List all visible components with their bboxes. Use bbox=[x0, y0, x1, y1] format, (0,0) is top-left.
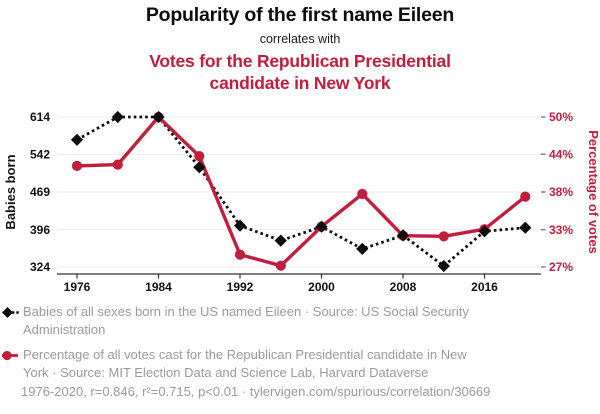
x-tick-label: 1976 bbox=[64, 280, 91, 294]
legend-eileen-line-2: Administration bbox=[23, 321, 106, 337]
right-axis-title: Percentage of votes bbox=[586, 130, 600, 254]
left-tick-label: 542 bbox=[30, 147, 50, 161]
legend-eileen-line-1: Babies of all sexes born in the US named… bbox=[23, 304, 469, 319]
correlates-with-label: correlates with bbox=[259, 32, 341, 46]
left-tick-label: 396 bbox=[30, 223, 50, 237]
x-tick-label: 2016 bbox=[471, 280, 498, 294]
left-tick-label: 469 bbox=[30, 185, 50, 199]
left-tick-label: 614 bbox=[30, 110, 50, 124]
right-tick-label: 27% bbox=[549, 260, 573, 274]
black-diamond-dashed-marker-icon bbox=[2, 306, 19, 318]
series-line-eileen bbox=[76, 115, 526, 268]
legend-item-votes: Percentage of all votes cast for the Rep… bbox=[2, 346, 596, 381]
stats-and-source-url: 1976-2020, r=0.846, r²=0.715, p<0.01 · t… bbox=[21, 384, 491, 399]
red-dot-solid-marker-icon bbox=[2, 350, 18, 360]
legend-item-eileen: Babies of all sexes born in the US named… bbox=[2, 303, 596, 338]
x-tick-label: 2008 bbox=[390, 280, 417, 294]
legend-text-votes: Percentage of all votes cast for the Rep… bbox=[23, 346, 467, 381]
subtitle-line-1: Votes for the Republican Presidential bbox=[149, 51, 451, 71]
left-axis-title: Babies born bbox=[3, 154, 18, 229]
page-title: Popularity of the first name Eileen bbox=[145, 4, 455, 26]
right-tick-label: 44% bbox=[549, 147, 573, 161]
x-tick-label: 2000 bbox=[308, 280, 335, 294]
right-tick-label: 50% bbox=[549, 110, 573, 124]
x-tick-label: 1984 bbox=[145, 280, 172, 294]
line-chart: 614 50% 542 44% 469 38% 396 33% 324 27% 1976 1984 19… bbox=[3, 110, 600, 294]
gridlines-and-axis-ticks: 614 50% 542 44% 469 38% 396 33% 324 27% bbox=[30, 110, 573, 274]
right-tick-label: 38% bbox=[549, 185, 573, 199]
legend-votes-line-1: Percentage of all votes cast for the Rep… bbox=[23, 347, 467, 362]
chart-subtitle: Votes for the Republican Presidential ca… bbox=[0, 50, 600, 94]
left-tick-label: 324 bbox=[30, 260, 50, 274]
subtitle-line-2: candidate in New York bbox=[209, 73, 391, 93]
series-line-votes bbox=[75, 115, 527, 268]
x-tick-label: 1992 bbox=[227, 280, 254, 294]
legend-text-eileen: Babies of all sexes born in the US named… bbox=[23, 303, 469, 338]
legend: Babies of all sexes born in the US named… bbox=[2, 303, 596, 389]
legend-votes-line-2: York · Source: MIT Election Data and Sci… bbox=[23, 364, 429, 380]
right-tick-label: 33% bbox=[549, 223, 573, 237]
